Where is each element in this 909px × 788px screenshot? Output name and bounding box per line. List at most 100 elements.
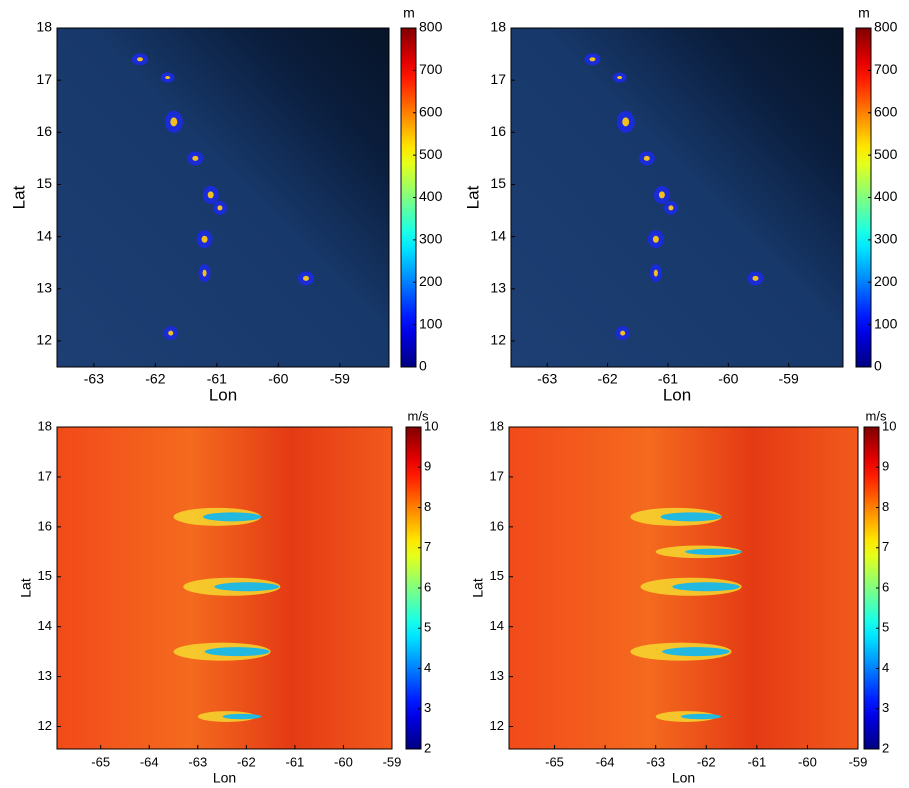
y-tick-label: 12 [490, 718, 504, 733]
y-tick-label: 15 [490, 175, 506, 191]
wake-core [214, 582, 280, 592]
y-tick-label: 17 [38, 468, 52, 483]
island-core [217, 205, 223, 211]
y-axis-label: Lat [470, 578, 486, 598]
x-tick-label: -61 [747, 754, 766, 769]
x-tick-label: -63 [646, 754, 665, 769]
plot-frame [508, 426, 859, 750]
wake-core [680, 713, 722, 720]
y-tick-label: 17 [490, 71, 506, 87]
colorbar-tick-label: 300 [419, 231, 443, 247]
x-tick-label: -62 [145, 371, 165, 387]
x-axis-label: Lon [672, 770, 695, 786]
colorbar-tick-label: 8 [882, 499, 889, 514]
colorbar-tick-label: 5 [882, 620, 889, 635]
x-tick-label: -62 [697, 754, 716, 769]
plot-frame [56, 426, 393, 750]
colorbar-tick-label: 9 [424, 459, 431, 474]
x-axis-label: Lon [663, 385, 691, 404]
colorbar-tick-label: 6 [882, 579, 889, 594]
colorbar-unit: m [858, 5, 870, 21]
y-tick-label: 14 [38, 618, 52, 633]
x-tick-label: -59 [849, 754, 868, 769]
y-tick-label: 16 [36, 123, 52, 139]
colorbar-tick-label: 4 [424, 660, 431, 675]
y-axis-label: Lat [463, 185, 482, 209]
x-tick-label: -62 [237, 754, 256, 769]
y-tick-label: 14 [490, 618, 504, 633]
x-tick-label: -65 [91, 754, 110, 769]
colorbar-tick-label: 800 [874, 19, 898, 35]
y-tick-label: 15 [38, 568, 52, 583]
panel: -65 -64 -63 -62 -61 -60 -59 12 13 14 15 16 17 18 Lon La… [18, 408, 439, 785]
y-axis-label: Lat [9, 185, 28, 209]
y-tick-label: 13 [490, 279, 506, 295]
colorbar-tick-label: 5 [424, 620, 431, 635]
x-axis-label: Lon [209, 385, 237, 404]
colorbar-tick-label: 200 [874, 273, 898, 289]
y-tick-label: 17 [36, 71, 52, 87]
x-tick-label: -61 [207, 371, 227, 387]
colorbar-tick-label: 8 [424, 499, 431, 514]
colorbar-tick-label: 6 [424, 579, 431, 594]
y-tick-label: 18 [36, 19, 52, 35]
island-core [170, 117, 178, 127]
y-tick-label: 18 [490, 418, 504, 433]
colorbar-tick-label: 700 [874, 61, 898, 77]
island-core [202, 269, 207, 277]
y-tick-label: 18 [490, 19, 506, 35]
colorbar-tick-label: 600 [419, 103, 443, 119]
wake-core [662, 647, 730, 657]
island-core [165, 76, 171, 80]
x-tick-label: -59 [383, 754, 402, 769]
wake-core [204, 647, 270, 657]
y-tick-label: 16 [38, 518, 52, 533]
island-core [589, 57, 596, 62]
island-core [192, 155, 199, 161]
x-tick-label: -60 [718, 371, 738, 387]
colorbar-tick-label: 2 [882, 740, 889, 755]
island-core [201, 235, 208, 243]
x-tick-label: -65 [545, 754, 564, 769]
colorbar-tick-label: 7 [882, 539, 889, 554]
panel: -63 -62 -61 -60 -59 12 13 14 15 16 17 18 Lon Lat 0 100 2… [463, 5, 897, 405]
colorbar-unit: m/s [866, 408, 887, 423]
colorbar-tick-label: 10 [424, 418, 438, 433]
colorbar-tick-label: 400 [419, 188, 443, 204]
colorbar-tick-label: 500 [874, 146, 898, 162]
y-tick-label: 13 [36, 279, 52, 295]
wake-core [222, 713, 262, 720]
colorbar-unit: m/s [408, 408, 429, 423]
colorbar-tick-label: 7 [424, 539, 431, 554]
y-tick-label: 13 [490, 668, 504, 683]
colorbar-tick-label: 500 [419, 146, 443, 162]
y-tick-label: 18 [38, 418, 52, 433]
y-tick-label: 13 [38, 668, 52, 683]
x-tick-label: -61 [658, 371, 678, 387]
y-tick-label: 14 [490, 227, 506, 243]
y-tick-label: 12 [490, 332, 506, 348]
colorbar-tick-label: 3 [882, 700, 889, 715]
colorbar-unit: m [403, 5, 415, 21]
y-tick-label: 12 [38, 718, 52, 733]
island-core [652, 235, 659, 243]
island-core [620, 330, 626, 336]
colorbar-tick-label: 100 [419, 315, 443, 331]
y-tick-label: 14 [36, 227, 52, 243]
wake-core [660, 512, 722, 522]
colorbar-tick-label: 2 [424, 740, 431, 755]
y-tick-label: 15 [490, 568, 504, 583]
colorbar-tick-label: 0 [419, 358, 427, 374]
island-core [752, 275, 759, 281]
island-core [622, 117, 630, 127]
x-tick-label: -64 [596, 754, 615, 769]
island-core [303, 275, 309, 281]
field [57, 28, 389, 367]
colorbar-tick-label: 700 [419, 61, 443, 77]
colorbar-tick-label: 200 [419, 273, 443, 289]
x-tick-label: -63 [84, 371, 104, 387]
island-core [207, 191, 214, 199]
x-tick-label: -63 [537, 371, 557, 387]
x-tick-label: -59 [330, 371, 350, 387]
